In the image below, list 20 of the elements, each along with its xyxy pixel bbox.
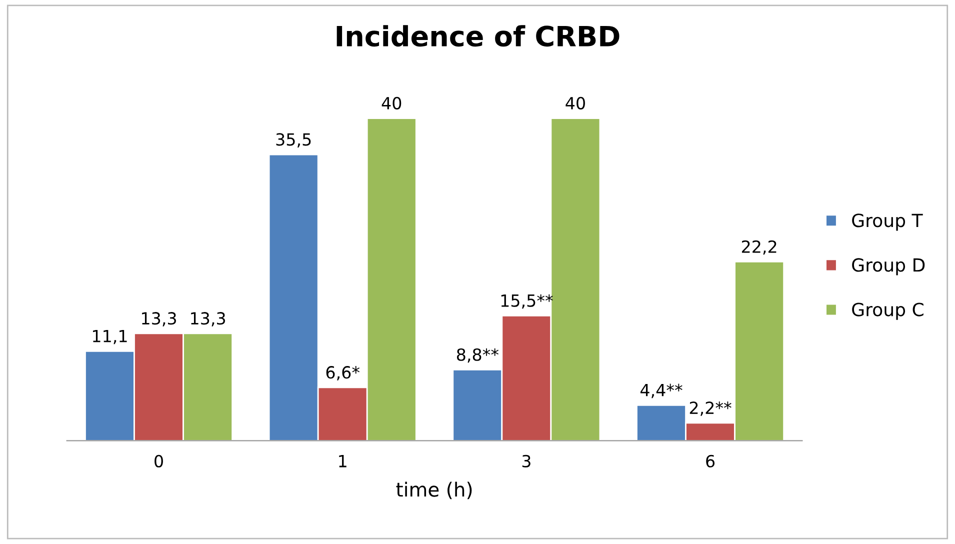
legend-label: Group D	[852, 258, 925, 276]
data-label: 13,3	[191, 312, 226, 326]
x-tick-label: 0	[154, 454, 163, 468]
legend-label: Group C	[852, 302, 924, 320]
data-label: 8,8**	[456, 348, 499, 363]
legend-label: Group T	[852, 214, 923, 231]
data-label: 11,1	[93, 330, 127, 344]
data-label: 40	[382, 96, 402, 110]
data-label: 2,2**	[690, 402, 732, 416]
data-label: 22,2	[742, 240, 776, 255]
x-tick-label: 3	[522, 454, 530, 468]
x-tick-label: 1	[339, 455, 346, 468]
chart-title: Incidence of CRBD	[336, 25, 620, 47]
data-label: 4,4**	[640, 384, 682, 398]
x-tick-label: 6	[706, 454, 715, 468]
data-label: 40	[566, 96, 585, 110]
data-label: 35,5	[276, 133, 311, 148]
data-label: 13,3	[142, 312, 176, 326]
x-axis-title: time (h)	[396, 482, 472, 500]
data-label: 6,6*	[326, 366, 360, 380]
